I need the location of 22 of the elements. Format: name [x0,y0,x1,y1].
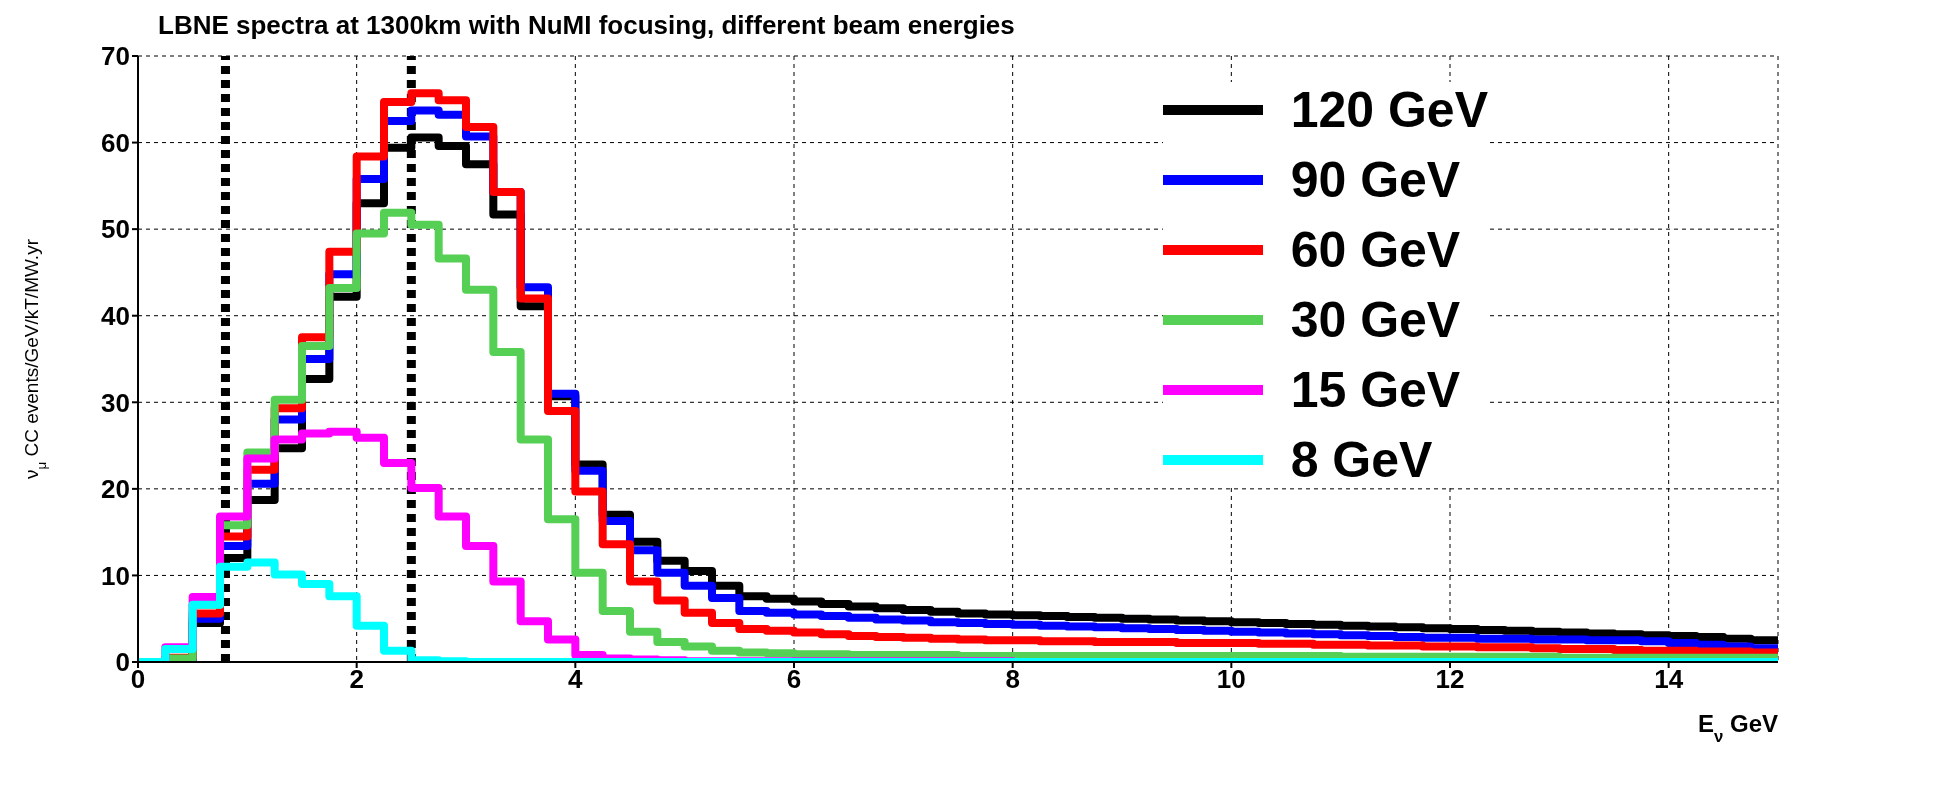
y-tick-label: 70 [101,41,130,72]
y-tick-label: 60 [101,127,130,158]
chart-title: LBNE spectra at 1300km with NuMI focusing, different beam energies [157,9,1016,42]
x-tick-label: 2 [349,664,364,695]
y-tick-label: 30 [101,387,130,418]
x-tick-label: 12 [1435,664,1465,695]
y-tick-label: 50 [101,214,130,245]
legend-label: 120 GeV [1290,82,1488,138]
legend-label: 8 GeV [1290,432,1433,488]
x-tick-label: 4 [568,664,584,695]
x-tick-label: 6 [786,664,802,695]
x-tick-label: 8 [1005,664,1020,695]
legend-label: 60 GeV [1290,222,1461,278]
x-tick-label: 14 [1654,664,1684,695]
legend-label: 90 GeV [1290,152,1461,208]
y-tick-label: 10 [101,560,130,591]
legend-label: 30 GeV [1290,292,1461,348]
y-tick-label: 20 [101,474,130,505]
x-tick-label: 10 [1216,664,1246,695]
x-axis-title: E$_{ν}$ GeV [1697,710,1778,746]
legend-label: 15 GeV [1290,362,1461,418]
y-tick-label: 40 [101,300,130,331]
